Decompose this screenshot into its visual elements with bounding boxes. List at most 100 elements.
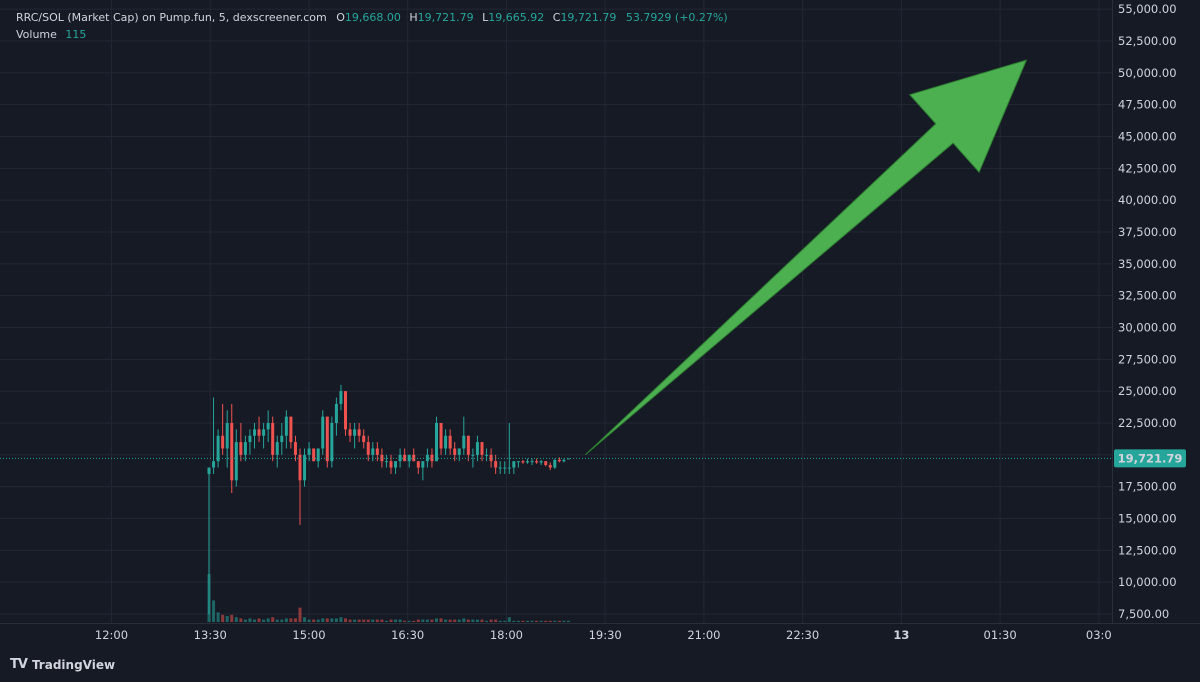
axes [0, 0, 1200, 624]
volume-bar [284, 618, 288, 622]
candle-body [334, 403, 338, 423]
volume-bar [503, 620, 507, 622]
high-key: H [409, 11, 418, 24]
time-tick-label: 01:30 [984, 628, 1017, 642]
time-tick-label: 16:30 [391, 628, 424, 642]
candle-body [553, 459, 557, 468]
volume-bar [303, 617, 307, 622]
volume-bar [221, 614, 225, 622]
low-value: 19,665.92 [488, 11, 545, 24]
time-axis[interactable]: 12:00 13:30 15:00 16:30 18:00 19:30 21:00 22:30… [95, 628, 1112, 642]
candle-body [530, 461, 534, 463]
candle-body [412, 454, 416, 462]
volume-label: Volume [16, 28, 57, 41]
candle-body [384, 461, 388, 463]
volume-bar [375, 619, 379, 622]
volume-bar [275, 619, 279, 622]
volume-bar [230, 614, 234, 622]
candle-body [298, 454, 302, 481]
candle-body [348, 429, 352, 436]
candle-body [453, 448, 457, 455]
volume-bar [316, 619, 320, 622]
candle-body [498, 467, 502, 469]
volume-bar [498, 620, 502, 622]
change-value: 53.7929 (+0.27%) [625, 11, 728, 24]
last-price-badge: 19,721.79 [1114, 449, 1186, 468]
price-tick-label: 25,000.00 [1118, 384, 1177, 398]
volume-bar [403, 620, 407, 622]
candle-body [471, 454, 475, 456]
candle-body [289, 416, 293, 443]
symbol-title: RRC/SOL (Market Cap) on Pump.fun, 5, dex… [16, 11, 327, 24]
volume-bar [521, 620, 525, 622]
time-tick-label: 22:30 [786, 628, 819, 642]
volume-bar [562, 620, 566, 622]
price-tick-label: 55,000.00 [1118, 2, 1177, 16]
candle-body [425, 454, 429, 462]
volume-bar [298, 607, 302, 622]
candle-body [557, 459, 561, 462]
volume-bar [553, 620, 557, 622]
volume-bar [257, 618, 261, 622]
volume-bar [412, 620, 416, 622]
time-tick-label: 13 [893, 628, 909, 642]
volume-bar [566, 620, 570, 622]
volume-bar [439, 618, 443, 622]
volume-bar [398, 619, 402, 622]
candle-body [485, 454, 489, 456]
candle-body [330, 423, 334, 462]
candle-body [307, 448, 311, 455]
price-tick-label: 52,500.00 [1118, 34, 1177, 48]
volume-bar [535, 620, 539, 622]
candle-body [321, 416, 325, 449]
price-tick-label: 42,500.00 [1118, 161, 1177, 175]
candle-body [266, 423, 270, 430]
volume-bar [325, 618, 329, 622]
volume-bar [371, 619, 375, 622]
candle-body [353, 429, 357, 436]
candle-body [357, 429, 361, 436]
volume-bar [248, 618, 252, 622]
open-key: O [336, 11, 345, 24]
candle-body [407, 454, 411, 462]
volume-bar [448, 619, 452, 622]
candle-body [566, 458, 570, 460]
candle-body [366, 442, 370, 455]
volume-bar [348, 619, 352, 622]
candle-body [280, 435, 284, 443]
tradingview-brand[interactable]: TV TradingView [10, 657, 115, 672]
candle-body [312, 448, 316, 462]
volume-bar [507, 617, 511, 622]
candle-body [394, 461, 398, 468]
volume-bar [435, 618, 438, 622]
candle-body [225, 423, 229, 449]
candle-body [403, 454, 407, 462]
candle-body [462, 435, 466, 449]
candle-body [489, 454, 493, 462]
volume-bar [330, 618, 334, 622]
candle-body [507, 467, 511, 469]
time-tick-label: 21:00 [687, 628, 720, 642]
price-tick-label: 7,500.00 [1118, 607, 1169, 621]
candle-body [544, 461, 548, 466]
candle-body [389, 461, 393, 468]
volume-bar [266, 618, 270, 622]
price-tick-label: 30,000.00 [1118, 321, 1177, 335]
time-tick-label: 13:30 [194, 628, 227, 642]
volume-bar [344, 618, 347, 622]
candle-body [212, 461, 216, 468]
candle-body [435, 423, 438, 462]
volume-bar [243, 619, 247, 622]
volume-bar [416, 619, 420, 622]
price-tick-label: 40,000.00 [1118, 193, 1177, 207]
volume-bar [384, 620, 388, 622]
price-tick-label: 22,500.00 [1118, 416, 1177, 430]
volume-bar [239, 618, 243, 622]
price-tick-label: 50,000.00 [1118, 66, 1177, 80]
candle-body [234, 442, 238, 481]
candle-body [494, 461, 498, 468]
candle-body [562, 459, 566, 462]
price-tick-label: 37,500.00 [1118, 225, 1177, 239]
candle-body [480, 442, 484, 455]
